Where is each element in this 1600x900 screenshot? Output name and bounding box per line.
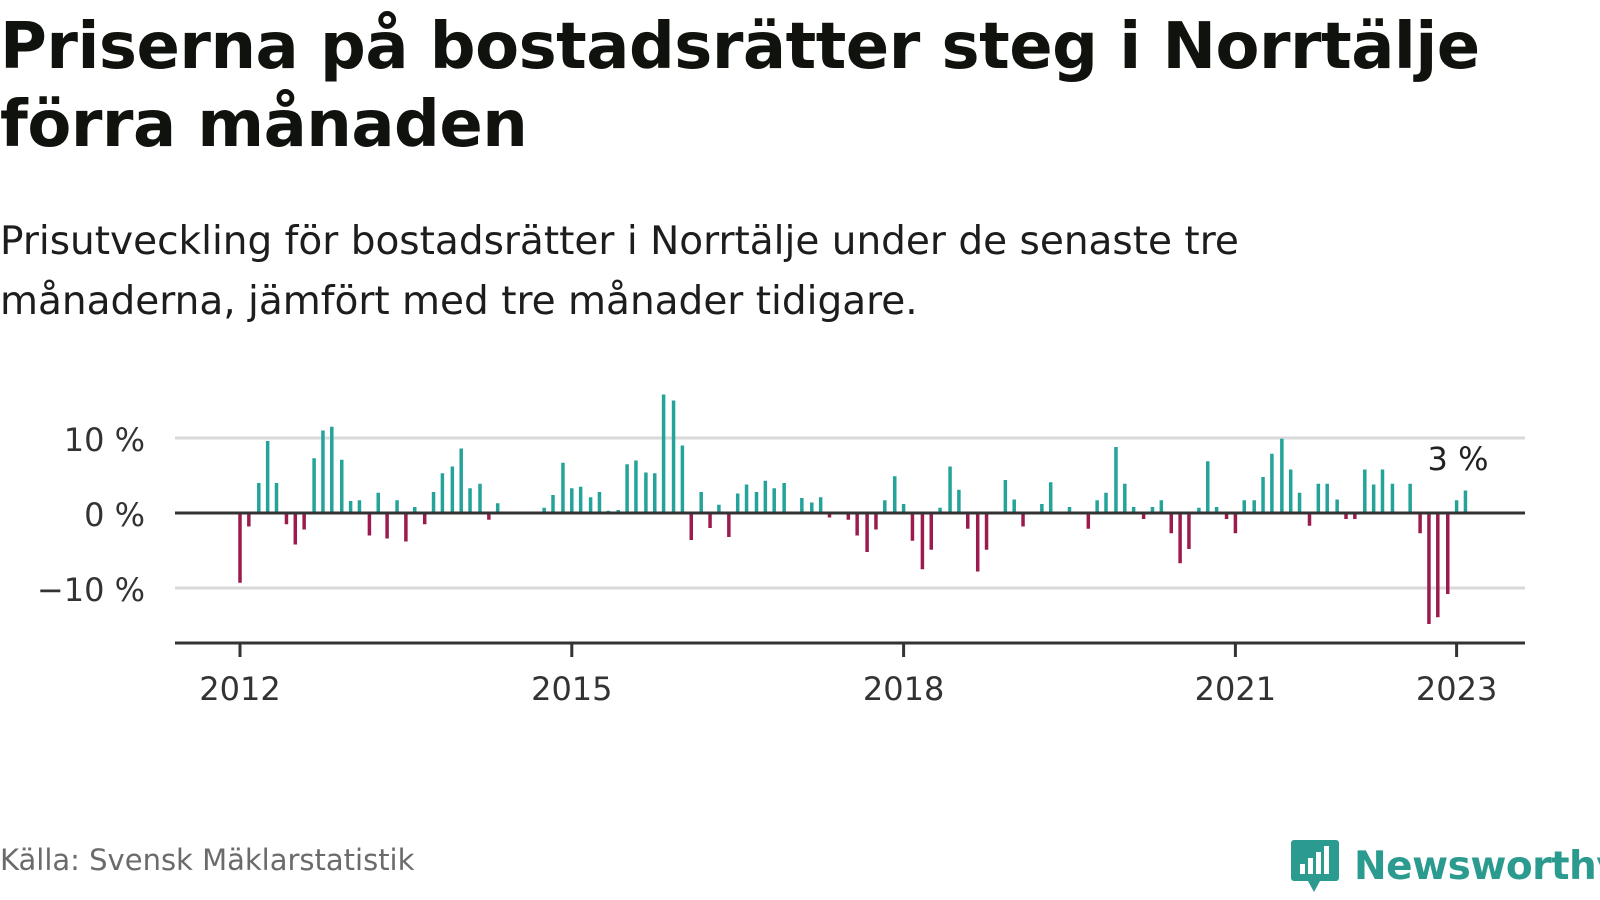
y-tick-label: 0 %: [84, 496, 145, 534]
latest-value-annotation: 3 %: [1428, 440, 1489, 478]
axes: [175, 511, 1525, 657]
y-tick-label: −10 %: [37, 571, 145, 609]
gridlines: [175, 436, 1525, 590]
source-note: Källa: Svensk Mäklarstatistik: [0, 843, 415, 877]
chart-title: Priserna på bostadsrätter steg i Norrtäl…: [0, 10, 1480, 162]
y-tick-label: 10 %: [64, 421, 145, 459]
labels: 10 % 0 % −10 % 2012 2015 2018 2021 2023 3 %: [37, 421, 1497, 708]
x-tick-label: 2015: [531, 670, 612, 708]
x-tick-label: 2021: [1195, 670, 1276, 708]
logo-wordmark: Newsworthy: [1354, 843, 1600, 889]
newsworthy-logo-icon: [1291, 840, 1339, 892]
chart-subtitle: Prisutveckling för bostadsrätter i Norrt…: [0, 219, 1239, 324]
x-tick-label: 2012: [199, 670, 280, 708]
x-tick-label: 2023: [1416, 670, 1497, 708]
bars: [238, 394, 1468, 624]
x-tick-label: 2018: [863, 670, 944, 708]
newsworthy-logo: Newsworthy: [1290, 838, 1600, 894]
